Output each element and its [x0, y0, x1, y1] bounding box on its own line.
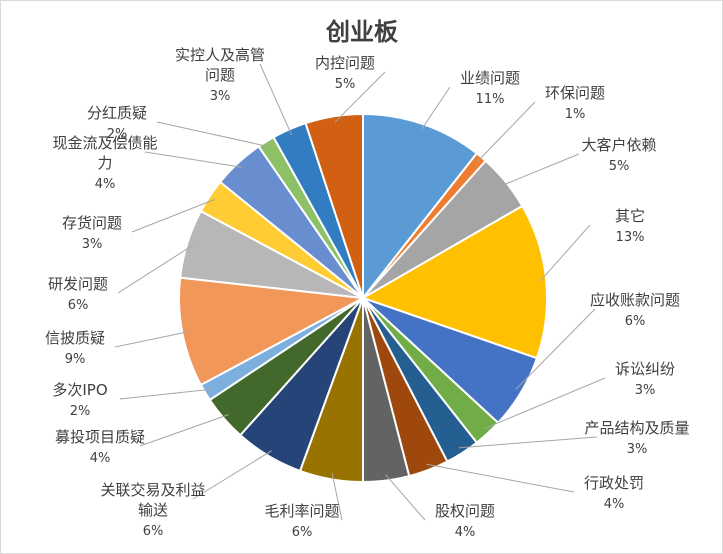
slice-label: 实控人及高管 — [175, 46, 265, 64]
slice-label: 存货问题 — [62, 214, 122, 232]
slice-percent-label: 4% — [604, 497, 625, 512]
slice-percent-label: 3% — [635, 383, 656, 398]
slice-percent-label: 6% — [68, 298, 89, 313]
slice-percent-label: 4% — [95, 177, 116, 192]
slice-label: 研发问题 — [48, 275, 108, 293]
slice-percent-label: 4% — [455, 525, 476, 540]
slice-label: 分红质疑 — [87, 104, 147, 122]
leader-line — [119, 388, 211, 400]
slice-label: 输送 — [138, 501, 168, 519]
slice-label: 业绩问题 — [460, 69, 520, 87]
leader-lines — [114, 63, 606, 521]
leader-line — [515, 308, 596, 390]
slice-label: 信披质疑 — [45, 329, 105, 347]
chart-title: 创业板 — [325, 18, 399, 46]
slice-percent-label: 5% — [335, 77, 356, 92]
pie-slice — [362, 112, 479, 301]
leader-line — [156, 121, 270, 148]
leader-line — [117, 244, 194, 294]
slice-percent-label: 9% — [65, 352, 86, 367]
slice-percent-label: 6% — [625, 314, 646, 329]
slice-percent-label: 3% — [82, 237, 103, 252]
leader-line — [144, 151, 243, 168]
slice-percent-label: 2% — [70, 404, 91, 419]
leader-line — [114, 331, 189, 348]
slice-percent-label: 2% — [107, 127, 128, 142]
leader-line — [477, 101, 536, 162]
pie-slices — [178, 112, 548, 484]
slice-label: 行政处罚 — [584, 474, 644, 492]
leader-line — [139, 414, 229, 447]
leader-line — [192, 450, 272, 500]
slice-percent-label: 6% — [143, 524, 164, 539]
slice-percent-label: 5% — [609, 159, 630, 174]
leader-line — [539, 224, 591, 282]
slice-label: 其它 — [615, 207, 645, 225]
slice-label: 产品结构及质量 — [584, 419, 689, 437]
leader-line — [331, 473, 343, 521]
slice-label: 毛利率问题 — [264, 502, 339, 520]
slice-percent-label: 4% — [90, 451, 111, 466]
leader-line — [131, 198, 215, 233]
slice-label: 关联交易及利益 — [100, 481, 205, 499]
slice-percent-label: 13% — [616, 230, 645, 245]
leader-line — [483, 377, 606, 430]
slice-label: 内控问题 — [315, 54, 375, 72]
leader-line — [426, 463, 575, 493]
slice-labels: 业绩问题 11% 环保问题 1% 大客户依赖 5% 其它 13% 应收账款问题 6% 诉讼纠纷 3% 产… — [45, 46, 690, 540]
slice-percent-label: 11% — [476, 92, 505, 107]
slice-label: 应收账款问题 — [590, 291, 680, 309]
slice-label: 股权问题 — [435, 502, 495, 520]
slice-label: 诉讼纠纷 — [615, 360, 675, 378]
slice-label: 现金流及偿债能 — [52, 134, 157, 152]
slice-label: 问题 — [205, 66, 235, 84]
leader-line — [259, 63, 293, 136]
slice-label: 募投项目质疑 — [55, 428, 145, 446]
leader-line — [334, 71, 386, 123]
leader-line — [459, 436, 598, 449]
leader-line — [420, 86, 451, 131]
pie-slice — [304, 112, 364, 299]
slice-percent-label: 3% — [210, 89, 231, 104]
slice-label: 环保问题 — [545, 84, 605, 102]
slice-percent-label: 3% — [627, 442, 648, 457]
slice-percent-label: 1% — [565, 107, 586, 122]
pie-slice — [360, 204, 548, 360]
slice-percent-label: 6% — [292, 525, 313, 540]
slice-label: 大客户依赖 — [581, 136, 656, 154]
leader-line — [501, 153, 580, 187]
slice-label: 多次IPO — [52, 381, 107, 399]
slice-label: 力 — [97, 154, 112, 172]
leader-line — [385, 474, 426, 521]
